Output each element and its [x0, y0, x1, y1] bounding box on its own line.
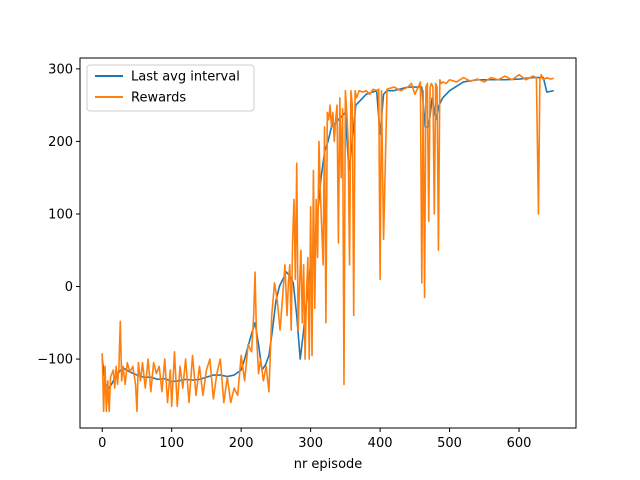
y-tick-label: 100 — [48, 207, 73, 222]
legend-label-last-avg-interval: Last avg interval — [131, 70, 240, 85]
legend-box — [86, 64, 255, 112]
y-tick-label: 0 — [65, 280, 73, 295]
x-tick-label: 500 — [437, 436, 462, 451]
y-tick-label: −100 — [37, 353, 73, 368]
x-tick-label: 0 — [98, 436, 106, 451]
plot-frame — [79, 57, 577, 429]
series-line-rewards — [101, 73, 554, 413]
series-layer — [101, 73, 554, 413]
x-tick-label: 100 — [159, 436, 184, 451]
x-tick-label: 200 — [229, 436, 254, 451]
y-axis: −100 0 100 200 300 — [37, 62, 80, 368]
x-axis-label: nr episode — [294, 457, 363, 472]
x-tick-label: 300 — [298, 436, 323, 451]
legend: Last avg interval Rewards — [86, 64, 255, 112]
x-axis: 0 100 200 300 400 500 600 — [98, 428, 531, 451]
x-tick-label: 400 — [368, 436, 393, 451]
series-line-last-avg-interval — [101, 76, 554, 389]
y-tick-label: 200 — [48, 135, 73, 150]
y-tick-label: 300 — [48, 62, 73, 77]
x-tick-label: 600 — [507, 436, 532, 451]
legend-label-rewards: Rewards — [131, 91, 186, 106]
